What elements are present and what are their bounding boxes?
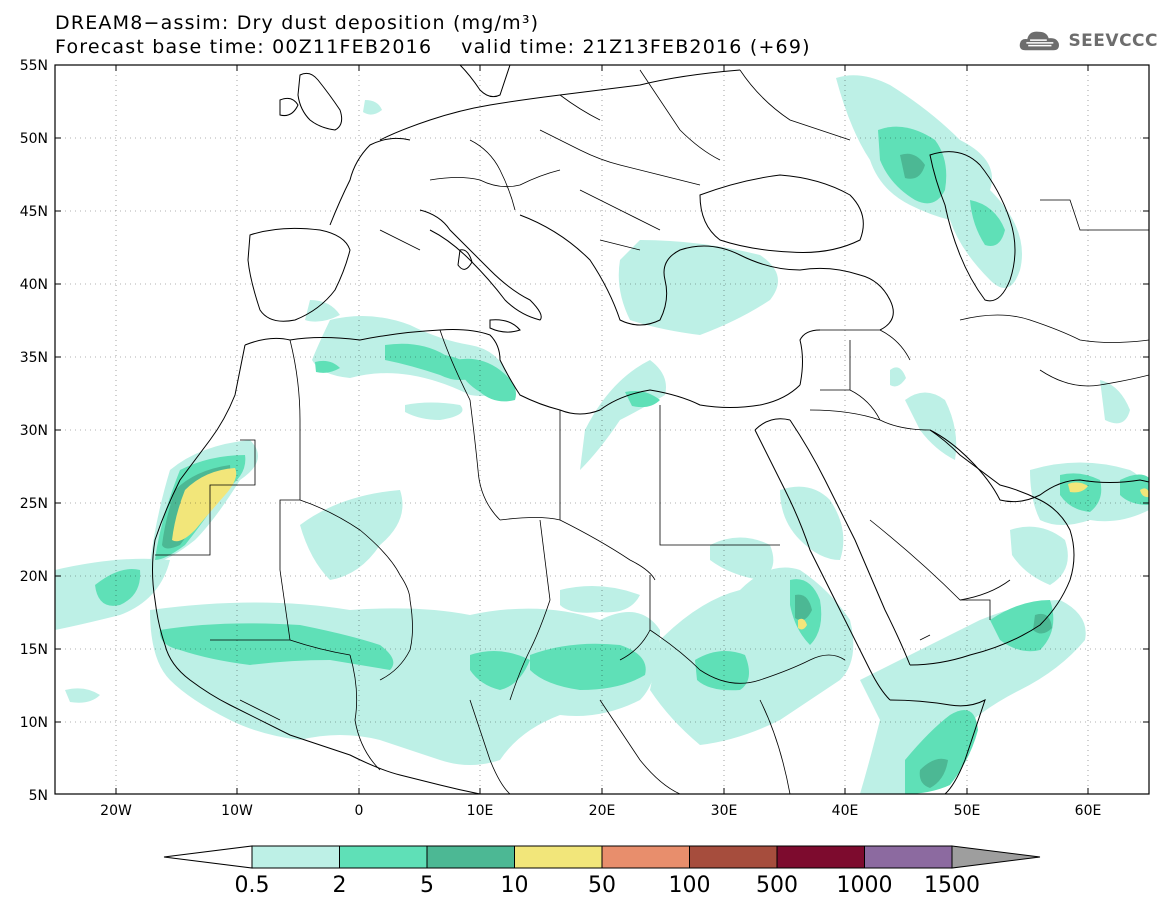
lon-label: 0 — [355, 803, 364, 819]
longitude-labels: 20W 10W 0 10E 20E 30E 40E 50E 60E — [100, 803, 1101, 819]
lat-label: 45N — [20, 204, 48, 220]
lon-label: 20E — [589, 803, 616, 819]
lat-label: 10N — [20, 715, 48, 731]
logo-text: SEEVCCC — [1068, 31, 1158, 51]
lat-label: 30N — [20, 423, 48, 439]
lat-label: 35N — [20, 350, 48, 366]
colorbar-box — [864, 845, 953, 869]
coastlines — [152, 65, 1149, 794]
lon-label: 30E — [711, 803, 738, 819]
colorbar-boxes — [251, 845, 953, 869]
lat-label: 40N — [20, 277, 48, 293]
colorbar-box — [426, 845, 515, 869]
lon-label: 20W — [100, 803, 132, 819]
contour-0.5-2 — [55, 75, 1149, 794]
forecast-time-subtitle: Forecast base time: 00Z11FEB2016 valid t… — [55, 36, 811, 58]
colorbar-label: 10 — [501, 873, 529, 898]
colorbar-label: 100 — [669, 873, 711, 898]
country-borders — [155, 69, 1149, 794]
lat-label: 20N — [20, 569, 48, 585]
lat-label: 25N — [20, 496, 48, 512]
lat-label: 5N — [29, 788, 48, 804]
latitude-labels: 55N 50N 45N 40N 35N 30N 25N 20N 15N 10N … — [20, 58, 48, 804]
lon-label: 50E — [954, 803, 981, 819]
colorbar-right-arrow — [951, 845, 1041, 869]
lon-label: 60E — [1075, 803, 1102, 819]
colorbar-box — [251, 845, 340, 869]
colorbar-left-arrow — [163, 845, 253, 869]
cloud-logo-icon — [1019, 31, 1059, 51]
contour-10-50 — [172, 468, 1149, 630]
colorbar-label: 1000 — [837, 873, 893, 898]
colorbar-box — [514, 845, 603, 869]
lat-label: 50N — [20, 131, 48, 147]
colorbar-box — [776, 845, 865, 869]
map-plot-area — [55, 65, 1149, 794]
colorbar-label: 2 — [333, 873, 347, 898]
colorbar-label: 0.5 — [235, 873, 270, 898]
lon-label: 40E — [832, 803, 859, 819]
colorbar-box — [339, 845, 428, 869]
colorbar: 0.5 2 5 10 50 100 500 1000 1500 — [163, 845, 1041, 898]
colorbar-label: 50 — [588, 873, 616, 898]
colorbar-label: 5 — [420, 873, 434, 898]
map-title: DREAM8−assim: Dry dust deposition (mg/m³… — [55, 12, 540, 34]
lon-label: 10E — [467, 803, 494, 819]
colorbar-labels: 0.5 2 5 10 50 100 500 1000 1500 — [235, 873, 981, 898]
lat-label: 55N — [20, 58, 48, 74]
colorbar-box — [601, 845, 690, 869]
colorbar-label: 500 — [756, 873, 798, 898]
colorbar-box — [689, 845, 778, 869]
colorbar-label: 1500 — [924, 873, 980, 898]
lon-label: 10W — [221, 803, 253, 819]
axis-ticks — [55, 64, 1149, 794]
seevccc-logo: SEEVCCC — [1018, 26, 1158, 56]
lat-label: 15N — [20, 642, 48, 658]
